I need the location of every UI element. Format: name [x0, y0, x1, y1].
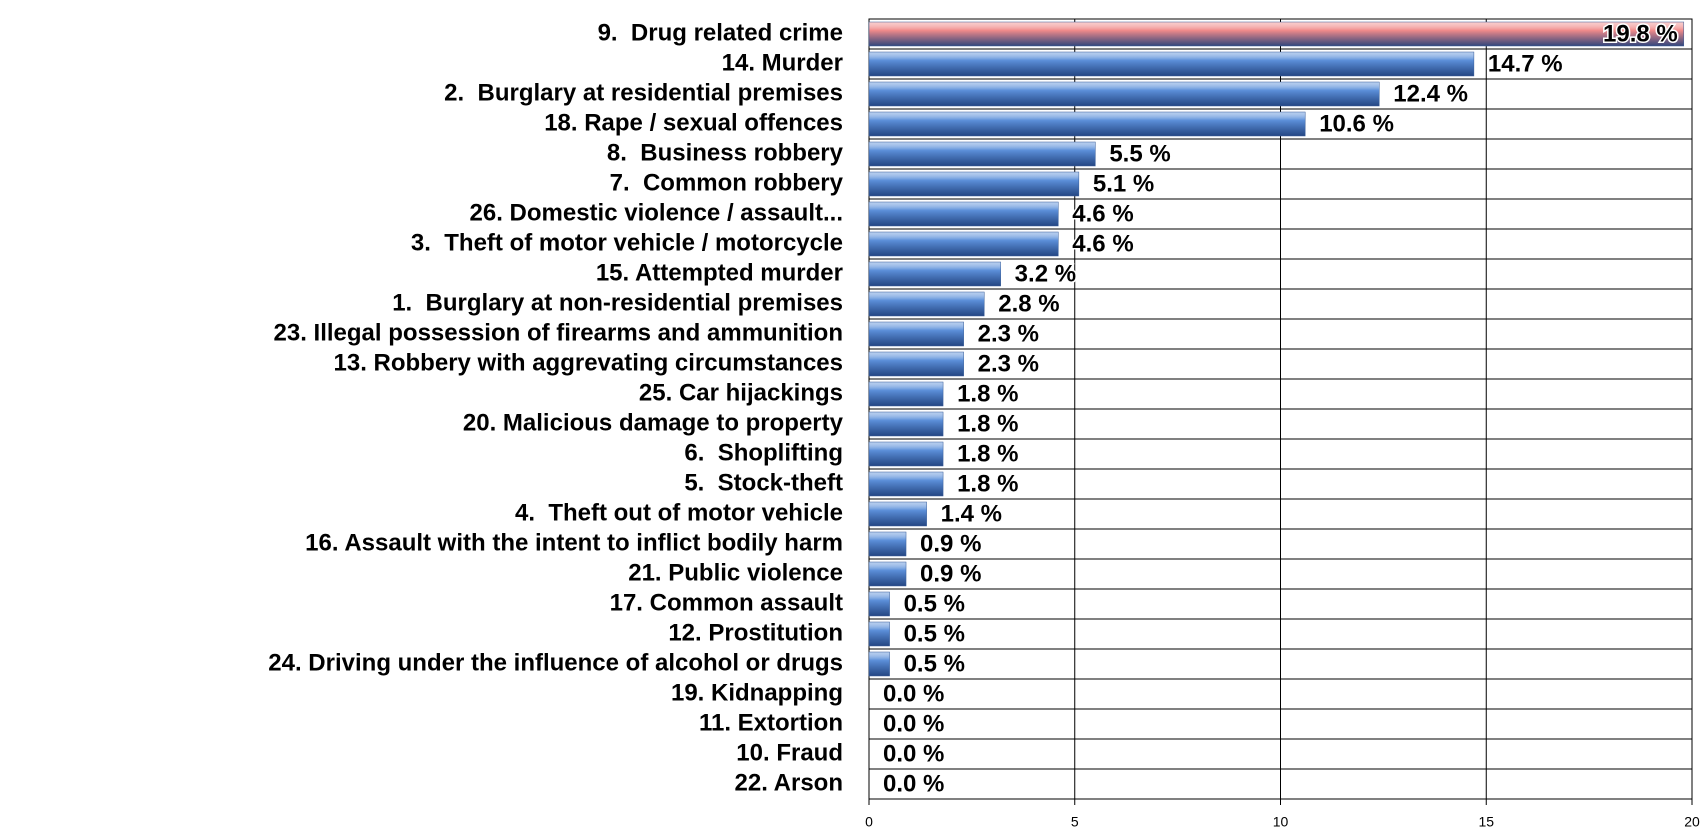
value-label: 5.1 %	[1093, 170, 1154, 197]
category-label: 22. Arson	[735, 769, 843, 796]
value-label: 1.8 %	[957, 470, 1018, 497]
value-label: 5.5 %	[1109, 140, 1170, 167]
category-label: 20. Malicious damage to property	[463, 409, 844, 436]
category-label: 5. Stock-theft	[684, 469, 843, 496]
value-label: 4.6 %	[1072, 230, 1133, 257]
category-label: 11. Extortion	[699, 709, 843, 736]
category-label: 7. Common robbery	[610, 169, 844, 196]
value-label: 1.8 %	[957, 410, 1018, 437]
bar	[868, 261, 1001, 287]
x-tick-label: 5	[1071, 814, 1079, 830]
value-label: 14.7 %	[1488, 50, 1563, 77]
category-label: 18. Rape / sexual offences	[544, 109, 843, 136]
x-tick-label: 20	[1684, 814, 1700, 830]
category-label: 6. Shoplifting	[684, 439, 843, 466]
category-label: 4. Theft out of motor vehicle	[515, 499, 843, 526]
value-label: 3.2 %	[1015, 260, 1076, 287]
value-label: 4.6 %	[1072, 200, 1133, 227]
bar	[868, 51, 1475, 77]
category-label: 14. Murder	[722, 49, 843, 76]
category-label: 8. Business robbery	[607, 139, 844, 166]
bar	[868, 411, 944, 437]
bar	[868, 471, 944, 497]
category-label: 3. Theft of motor vehicle / motorcycle	[411, 229, 843, 256]
value-label: 0.0 %	[883, 680, 944, 707]
bar	[868, 321, 964, 347]
category-label: 12. Prostitution	[668, 619, 843, 646]
category-label: 13. Robbery with aggrevating circumstanc…	[334, 349, 844, 376]
value-label: 1.8 %	[957, 440, 1018, 467]
value-label: 0.5 %	[904, 620, 965, 647]
category-label: 10. Fraud	[736, 739, 843, 766]
bar	[868, 441, 944, 467]
bar	[868, 201, 1059, 227]
category-label: 1. Burglary at non-residential premises	[392, 289, 843, 316]
value-label: 0.0 %	[883, 740, 944, 767]
value-label: 0.5 %	[904, 650, 965, 677]
value-label: 0.0 %	[883, 770, 944, 797]
value-label: 19.8 %	[1603, 20, 1678, 47]
category-label: 24. Driving under the influence of alcoh…	[268, 649, 843, 676]
bar	[868, 561, 907, 587]
category-label: 26. Domestic violence / assault...	[470, 199, 844, 226]
bar	[868, 381, 944, 407]
value-label: 0.9 %	[920, 560, 981, 587]
value-label: 2.8 %	[998, 290, 1059, 317]
bar	[868, 651, 890, 677]
category-label: 21. Public violence	[628, 559, 843, 586]
category-label: 2. Burglary at residential premises	[444, 79, 843, 106]
bar	[868, 171, 1080, 197]
bar	[868, 531, 907, 557]
bar	[868, 621, 890, 647]
x-tick-label: 0	[865, 814, 873, 830]
value-label: 1.8 %	[957, 380, 1018, 407]
bar	[868, 351, 964, 377]
category-label: 25. Car hijackings	[639, 379, 843, 406]
x-tick-label: 10	[1273, 814, 1289, 830]
category-label: 16. Assault with the intent to inflict b…	[305, 529, 843, 556]
bar	[868, 501, 927, 527]
bar	[868, 81, 1380, 107]
bar	[868, 291, 985, 317]
value-label: 2.3 %	[978, 350, 1039, 377]
category-label: 19. Kidnapping	[671, 679, 843, 706]
value-label: 10.6 %	[1319, 110, 1394, 137]
bar	[868, 141, 1096, 167]
bar	[868, 231, 1059, 257]
category-label: 9. Drug related crime	[598, 19, 843, 46]
value-label: 1.4 %	[941, 500, 1002, 527]
value-label: 0.0 %	[883, 710, 944, 737]
value-label: 2.3 %	[978, 320, 1039, 347]
value-label: 0.5 %	[904, 590, 965, 617]
category-label: 15. Attempted murder	[596, 259, 843, 286]
value-label: 12.4 %	[1393, 80, 1468, 107]
category-label: 17. Common assault	[610, 589, 843, 616]
category-label: 23. Illegal possession of firearms and a…	[274, 319, 843, 346]
bar	[868, 591, 890, 617]
x-tick-label: 15	[1478, 814, 1494, 830]
bar	[868, 21, 1685, 47]
value-label: 0.9 %	[920, 530, 981, 557]
bar	[868, 111, 1306, 137]
